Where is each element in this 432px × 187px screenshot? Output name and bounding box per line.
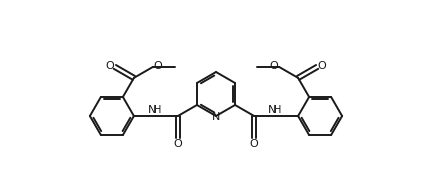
Text: N: N [212,112,220,122]
Text: H: H [154,105,162,115]
Text: N: N [148,105,156,115]
Text: O: O [318,61,327,71]
Text: O: O [105,61,114,71]
Text: O: O [174,139,182,149]
Text: N: N [268,105,276,115]
Text: H: H [274,105,282,115]
Text: O: O [250,139,258,149]
Text: O: O [153,61,162,71]
Text: O: O [270,61,279,71]
